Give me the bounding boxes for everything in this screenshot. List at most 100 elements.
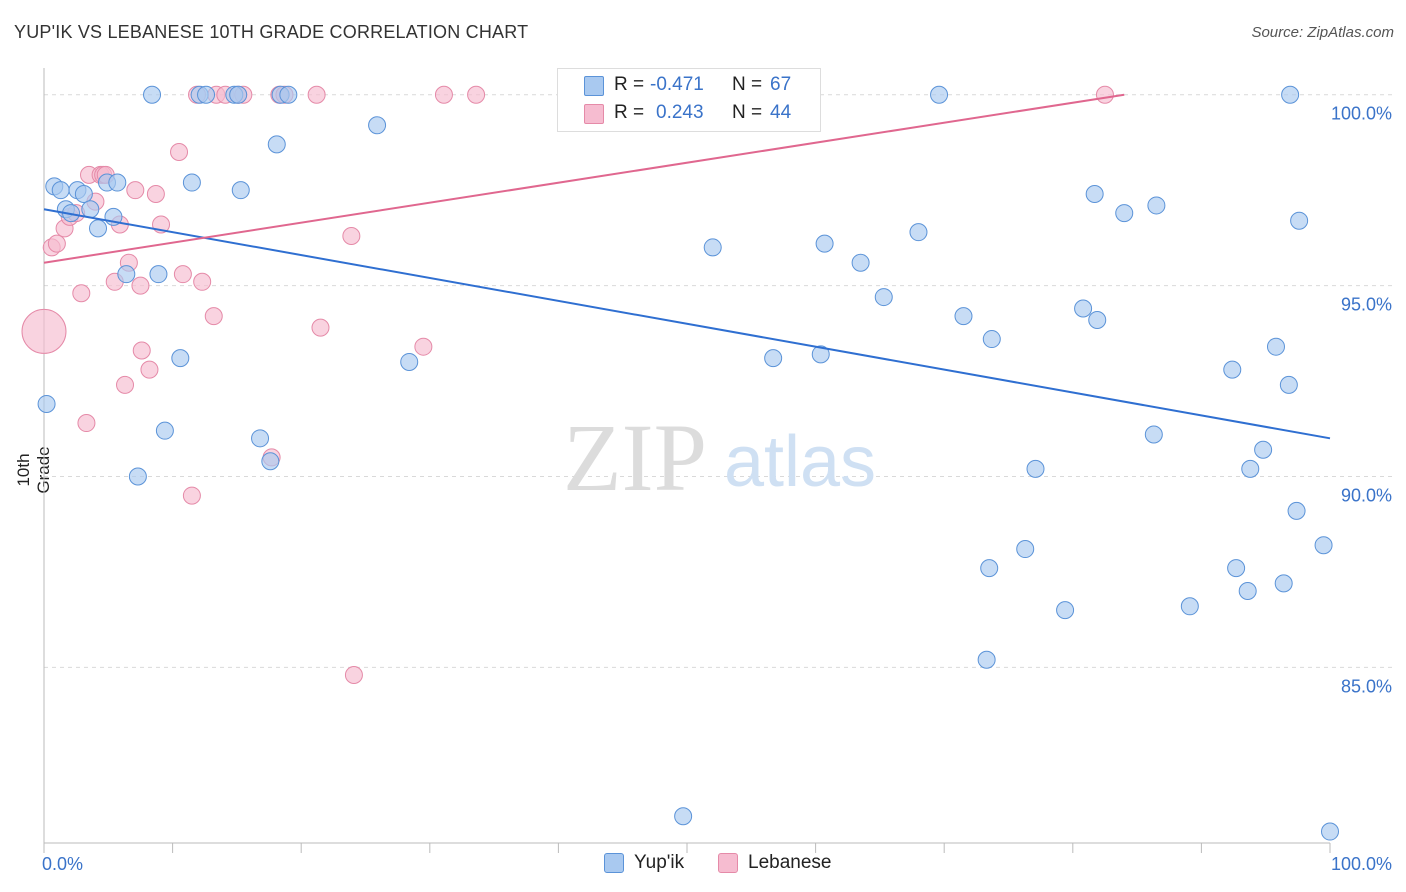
yupik-point xyxy=(108,173,127,192)
lebanese-r-label: R = xyxy=(614,102,645,123)
yupik-point xyxy=(368,116,387,135)
trend-lines xyxy=(43,93,1331,440)
lebanese-r-value: 0.243 xyxy=(656,102,704,123)
axes xyxy=(43,68,1331,853)
watermark-atlas: atlas xyxy=(724,422,876,502)
yupik-n-value: 67 xyxy=(770,74,792,95)
yupik-point xyxy=(128,467,147,486)
legend-swatch-yupik xyxy=(604,853,624,873)
yupik-point xyxy=(1266,337,1285,356)
lebanese-point xyxy=(126,181,145,200)
lebanese-point xyxy=(132,341,151,360)
yupik-point xyxy=(815,234,834,253)
yupik-point xyxy=(267,135,286,154)
lebanese-point xyxy=(146,184,165,203)
lebanese-point xyxy=(173,265,192,284)
x-tick-label: 100.0% xyxy=(1331,854,1392,874)
yupik-point xyxy=(1227,559,1246,578)
yupik-n-label: N = xyxy=(732,74,763,95)
yupik-point xyxy=(182,173,201,192)
lebanese-point xyxy=(434,85,453,104)
yupik-point xyxy=(155,421,174,440)
yupik-point xyxy=(1026,459,1045,478)
yupik-point xyxy=(1147,196,1166,215)
yupik-point xyxy=(954,307,973,326)
yupik-swatch xyxy=(584,76,604,96)
y-tick-label: 85.0% xyxy=(1341,676,1392,696)
yupik-point xyxy=(1088,310,1107,329)
lebanese-point xyxy=(140,360,159,379)
lebanese-trend-line xyxy=(43,93,1125,264)
lebanese-point xyxy=(467,85,486,104)
tick-labels: 100.0% 95.0% 90.0% 85.0% 0.0% 100.0% xyxy=(42,104,1392,874)
lebanese-point xyxy=(204,307,223,326)
watermark: ZIP atlas xyxy=(563,404,876,511)
lebanese-point xyxy=(193,272,212,291)
lebanese-point xyxy=(414,337,433,356)
y-tick-label: 95.0% xyxy=(1341,295,1392,315)
legend-swatch-lebanese xyxy=(718,853,738,873)
yupik-point xyxy=(674,807,693,826)
yupik-point xyxy=(1287,501,1306,520)
lebanese-point xyxy=(21,308,67,354)
lebanese-n-label: N = xyxy=(732,102,763,123)
lebanese-point xyxy=(72,284,91,303)
yupik-point xyxy=(980,559,999,578)
yupik-point xyxy=(37,394,56,413)
yupik-point xyxy=(1314,536,1333,555)
lebanese-point xyxy=(182,486,201,505)
lebanese-point xyxy=(342,226,361,245)
yupik-point xyxy=(811,345,830,364)
yupik-point xyxy=(51,181,70,200)
lebanese-point xyxy=(77,414,96,433)
lebanese-point xyxy=(311,318,330,337)
yupik-point xyxy=(149,265,168,284)
lebanese-n-value: 44 xyxy=(770,102,792,123)
yupik-point xyxy=(1115,204,1134,223)
yupik-point xyxy=(1279,375,1298,394)
yupik-point xyxy=(703,238,722,257)
yupik-point xyxy=(1238,582,1257,601)
yupik-point xyxy=(764,349,783,368)
yupik-point xyxy=(1085,184,1104,203)
y-tick-label: 100.0% xyxy=(1331,104,1392,124)
y-tick-label: 90.0% xyxy=(1341,485,1392,505)
bottom-legend: Yup'ik Lebanese xyxy=(0,852,1406,878)
watermark-zip: ZIP xyxy=(563,404,707,511)
yupik-point xyxy=(1144,425,1163,444)
legend-label-yupik: Yup'ik xyxy=(634,852,685,873)
lebanese-point xyxy=(307,85,326,104)
yupik-point xyxy=(977,650,996,669)
yupik-point xyxy=(1223,360,1242,379)
yupik-point xyxy=(1241,459,1260,478)
lebanese-point xyxy=(170,142,189,161)
yupik-r-value: -0.471 xyxy=(650,74,704,95)
yupik-trend-line xyxy=(43,208,1331,440)
x-tick-label: 0.0% xyxy=(42,854,83,874)
yupik-point xyxy=(982,330,1001,349)
legend-item-lebanese[interactable]: Lebanese xyxy=(718,852,831,874)
yupik-point xyxy=(851,253,870,272)
source-label: Source: ZipAtlas.com xyxy=(1251,24,1394,41)
legend-item-yupik[interactable]: Yup'ik xyxy=(604,852,684,874)
yupik-point xyxy=(81,200,100,219)
chart-title: YUP'IK VS LEBANESE 10TH GRADE CORRELATIO… xyxy=(14,22,529,42)
yupik-points xyxy=(37,85,1339,841)
yupik-point xyxy=(1016,540,1035,559)
legend-label-lebanese: Lebanese xyxy=(748,852,832,873)
yupik-point xyxy=(1180,597,1199,616)
lebanese-point xyxy=(116,375,135,394)
yupik-point xyxy=(117,265,136,284)
yupik-point xyxy=(89,219,108,238)
yupik-point xyxy=(261,452,280,471)
yupik-point xyxy=(231,181,250,200)
lebanese-point xyxy=(344,666,363,685)
yupik-point xyxy=(251,429,270,448)
lebanese-point xyxy=(131,276,150,295)
grid-lines xyxy=(44,94,1392,668)
yupik-point xyxy=(1056,601,1075,620)
lebanese-points xyxy=(21,85,1114,685)
yupik-point xyxy=(279,85,298,104)
yupik-point xyxy=(1281,85,1300,104)
